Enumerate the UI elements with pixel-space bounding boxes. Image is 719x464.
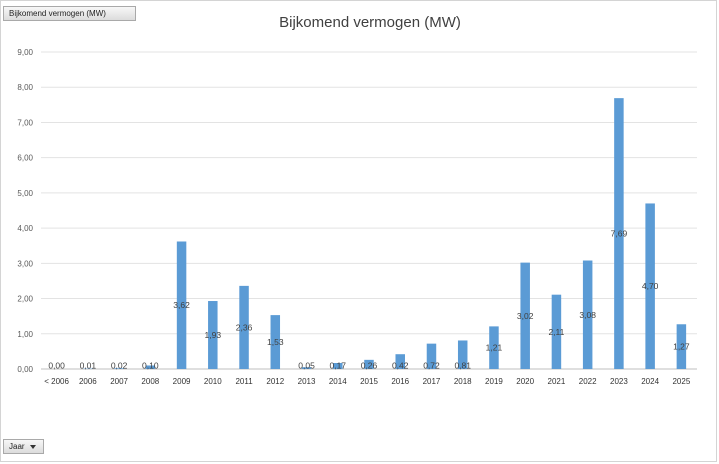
y-tick-label: 6,00 <box>17 154 33 163</box>
y-axis-ticks: 0,00 1,00 2,00 3,00 4,00 5,00 6,00 7,00 8,00 9,00 <box>17 48 33 374</box>
data-label: 1,93 <box>205 330 222 340</box>
bar <box>145 365 156 369</box>
axis-field-label: Jaar <box>9 442 25 451</box>
data-labels: 0,00 0,01 0,02 0,10 3,62 1,93 2,36 1,53 0,05 0,17… <box>48 229 690 371</box>
data-label: 0,02 <box>111 361 128 371</box>
bar <box>676 324 687 369</box>
data-label: 0,01 <box>80 361 97 371</box>
x-tick-label: 2023 <box>610 377 628 386</box>
bar <box>114 368 124 369</box>
x-tick-label: 2017 <box>423 377 441 386</box>
value-field-button[interactable]: Bijkomend vermogen (MW) <box>3 6 136 21</box>
x-tick-label: 2008 <box>141 377 159 386</box>
bar <box>645 203 655 369</box>
y-tick-label: 0,00 <box>17 365 33 374</box>
gridlines <box>41 51 697 370</box>
bar <box>301 367 312 369</box>
bar <box>239 285 249 369</box>
data-label: 1,53 <box>267 337 284 347</box>
x-axis-ticks: < 2006 2006 2007 2008 2009 2010 2011 2012 2013 20… <box>44 377 691 386</box>
y-tick-label: 9,00 <box>17 48 33 57</box>
bar <box>333 363 343 369</box>
x-tick-label: 2019 <box>485 377 503 386</box>
y-tick-label: 8,00 <box>17 83 33 92</box>
data-label: 0,42 <box>392 361 409 371</box>
y-tick-label: 4,00 <box>17 224 33 233</box>
data-label: 2,11 <box>548 327 564 337</box>
bar <box>551 294 562 369</box>
data-label: 0,17 <box>329 361 346 371</box>
bar <box>582 260 593 369</box>
data-label: 0,26 <box>361 361 378 371</box>
x-tick-label: 2018 <box>454 377 472 386</box>
x-tick-label: 2015 <box>360 377 378 386</box>
x-tick-label: 2022 <box>579 377 597 386</box>
data-label: 1,27 <box>673 342 690 352</box>
x-tick-label: 2007 <box>110 377 128 386</box>
y-tick-label: 2,00 <box>17 295 33 304</box>
x-tick-label: 2012 <box>266 377 284 386</box>
data-label: 0,10 <box>142 361 159 371</box>
bar <box>176 241 187 369</box>
bar <box>426 343 437 369</box>
bar <box>208 301 218 369</box>
x-tick-label: 2025 <box>672 377 690 386</box>
bar <box>489 326 499 369</box>
chevron-down-icon <box>29 444 36 449</box>
x-tick-label: 2021 <box>548 377 566 386</box>
bars <box>83 98 687 369</box>
data-label: 0,05 <box>298 361 315 371</box>
bar <box>614 98 624 369</box>
data-label: 3,08 <box>579 310 596 320</box>
data-label: 3,62 <box>173 300 190 310</box>
bar <box>395 354 405 369</box>
data-label: 0,81 <box>454 361 471 371</box>
y-tick-label: 1,00 <box>17 330 33 339</box>
data-label: 2,36 <box>236 322 253 332</box>
x-tick-label: 2016 <box>391 377 409 386</box>
x-tick-label: 2024 <box>641 377 659 386</box>
x-tick-label: 2011 <box>235 377 253 386</box>
x-tick-label: 2009 <box>173 377 191 386</box>
chart-title: Bijkomend vermogen (MW) <box>279 14 461 31</box>
data-label: 4,70 <box>642 281 659 291</box>
bar <box>457 340 468 369</box>
y-tick-label: 3,00 <box>17 259 33 268</box>
data-label: 7,69 <box>611 229 628 239</box>
bar <box>364 359 374 369</box>
x-tick-label: 2014 <box>329 377 347 386</box>
y-tick-label: 7,00 <box>17 118 33 127</box>
x-tick-label: 2006 <box>79 377 97 386</box>
data-label: 0,72 <box>423 361 440 371</box>
axis-field-dropdown[interactable]: Jaar <box>3 439 44 454</box>
data-label: 1,21 <box>486 343 503 353</box>
bar <box>270 315 281 369</box>
bar <box>520 262 530 369</box>
x-tick-label: 2010 <box>204 377 222 386</box>
x-tick-label: 2020 <box>516 377 534 386</box>
x-tick-label: 2013 <box>298 377 316 386</box>
y-tick-label: 5,00 <box>17 189 33 198</box>
data-label: 3,02 <box>517 311 534 321</box>
x-tick-label: < 2006 <box>44 377 69 386</box>
data-label: 0,00 <box>48 361 65 371</box>
